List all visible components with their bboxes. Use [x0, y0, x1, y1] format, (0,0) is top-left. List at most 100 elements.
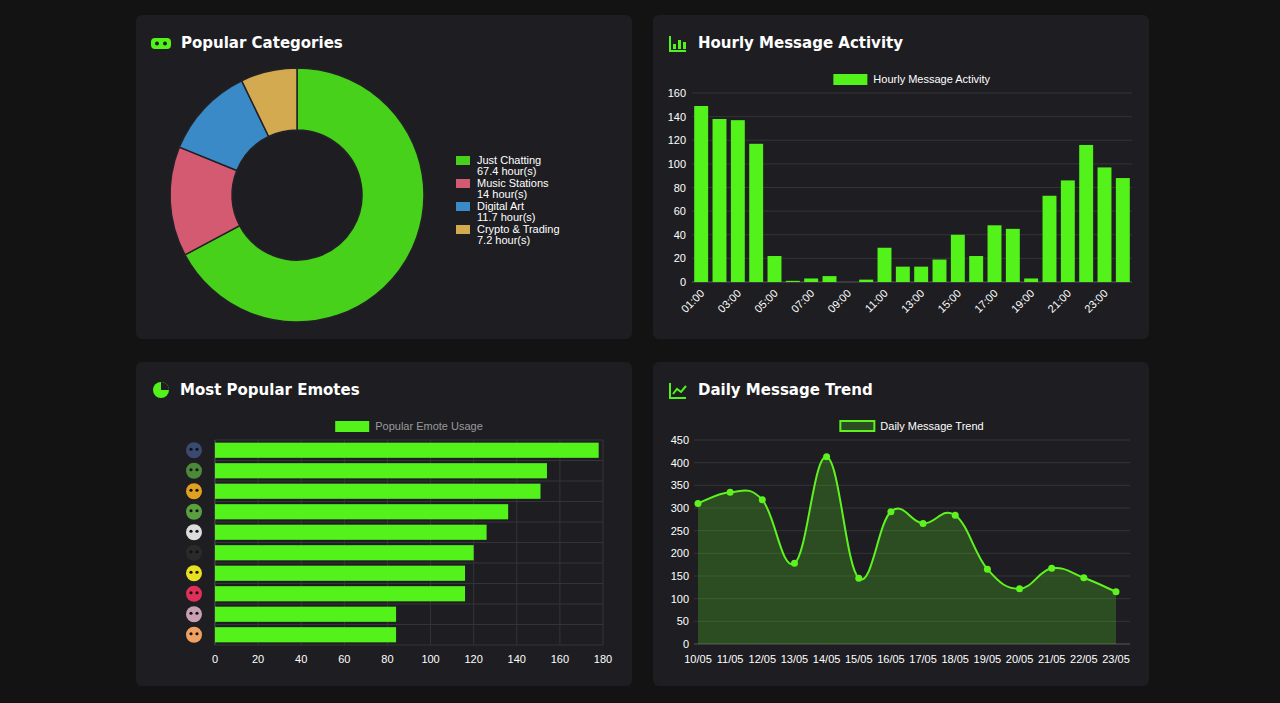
y-tick-label: 80	[674, 182, 686, 194]
bars	[215, 443, 599, 643]
grid-line	[694, 462, 1130, 463]
point	[1048, 565, 1055, 572]
point	[887, 508, 894, 515]
emote-icon	[189, 571, 192, 574]
x-tick-label: 15/05	[845, 653, 873, 665]
icon-shape	[161, 382, 169, 390]
bar	[694, 106, 708, 282]
legend-swatch	[456, 225, 470, 234]
emote-icon	[189, 489, 192, 492]
y-tick-label: 160	[668, 87, 686, 99]
x-tick-label: 05:00	[752, 287, 780, 315]
emote-icon	[189, 632, 192, 635]
point	[920, 520, 927, 527]
x-tick-label: 20/05	[1006, 653, 1034, 665]
area	[698, 457, 1116, 644]
panel	[136, 362, 632, 686]
x-tick-label: 20	[252, 653, 264, 665]
bar	[713, 119, 727, 282]
y-tick-label: 120	[668, 134, 686, 146]
bar	[731, 120, 745, 282]
y-tick-label: 200	[671, 547, 689, 559]
emote-icon	[195, 530, 198, 533]
emote-icon	[186, 545, 202, 561]
legend-swatch	[456, 179, 470, 188]
grid-line	[215, 460, 603, 461]
bar	[215, 586, 465, 601]
x-tick-label: 180	[594, 653, 612, 665]
bar	[878, 248, 892, 282]
bar	[1024, 278, 1038, 282]
bar	[786, 281, 800, 282]
emote-icon	[189, 509, 192, 512]
point	[1080, 574, 1087, 581]
panel-title: Most Popular Emotes	[180, 381, 360, 399]
x-tick-label: 40	[295, 653, 307, 665]
x-tick-label: 80	[381, 653, 393, 665]
y-tick-label: 0	[680, 276, 686, 288]
y-tick-label: 100	[668, 158, 686, 170]
icon-shape	[151, 38, 171, 49]
grid-line	[215, 563, 603, 564]
icon-shape	[673, 44, 676, 49]
grid-line	[692, 140, 1132, 141]
x-tick-label: 14/05	[813, 653, 841, 665]
icon-shape	[673, 386, 686, 394]
point	[984, 566, 991, 573]
grid-line	[215, 624, 603, 625]
y-tick-label: 0	[683, 638, 689, 650]
grid-line	[694, 440, 1130, 441]
emote-icon	[195, 632, 198, 635]
bar	[933, 260, 947, 282]
bar	[988, 225, 1002, 282]
y-tick-label: 400	[671, 457, 689, 469]
y-tick-label: 60	[674, 205, 686, 217]
y-tick-label: 140	[668, 111, 686, 123]
emote-icon	[186, 565, 202, 581]
emote-icon	[186, 606, 202, 622]
y-tick-label: 20	[674, 252, 686, 264]
x-tick-label: 15:00	[935, 287, 963, 315]
x-tick-label: 23:00	[1082, 287, 1110, 315]
bar	[859, 280, 873, 282]
emote-icon	[189, 468, 192, 471]
x-tick-label: 11:00	[863, 287, 890, 314]
y-tick-label: 300	[671, 502, 689, 514]
point	[695, 500, 702, 507]
x-tick-label: 12/05	[749, 653, 777, 665]
x-tick-label: 03:00	[715, 287, 743, 315]
point	[1016, 585, 1023, 592]
bar	[768, 256, 782, 282]
grid-line	[215, 522, 603, 523]
x-tick-label: 19/05	[974, 653, 1002, 665]
point	[1113, 588, 1120, 595]
bar	[823, 276, 837, 282]
panel	[653, 15, 1149, 339]
x-tick-label: 23/05	[1102, 653, 1130, 665]
grid-line	[215, 440, 603, 441]
bar	[969, 256, 983, 282]
panel-icon	[153, 382, 169, 398]
panel-icon	[151, 38, 171, 49]
emote-icon	[186, 483, 202, 499]
x-tick-label: 13/05	[781, 653, 809, 665]
panel-title: Popular Categories	[181, 34, 343, 52]
x-tick-label: 13:00	[899, 287, 927, 315]
emote-icon	[195, 571, 198, 574]
x-tick-label: 21/05	[1038, 653, 1066, 665]
legend-value: 7.2 hour(s)	[477, 234, 530, 246]
page: Popular CategoriesHourly Message Activit…	[0, 0, 1280, 703]
grid-line	[215, 604, 603, 605]
legend-swatch	[833, 74, 867, 85]
bar	[951, 235, 965, 282]
emote-icon	[189, 550, 192, 553]
emote-icon	[195, 509, 198, 512]
emote-icon	[189, 530, 192, 533]
legend-value: 11.7 hour(s)	[477, 211, 536, 223]
emote-icon	[195, 550, 198, 553]
grid-line	[694, 485, 1130, 486]
grid-line	[692, 93, 1132, 94]
x-tick-label: 21:00	[1045, 287, 1073, 315]
line	[698, 457, 1116, 592]
x-tick-label: 09:00	[825, 287, 853, 315]
